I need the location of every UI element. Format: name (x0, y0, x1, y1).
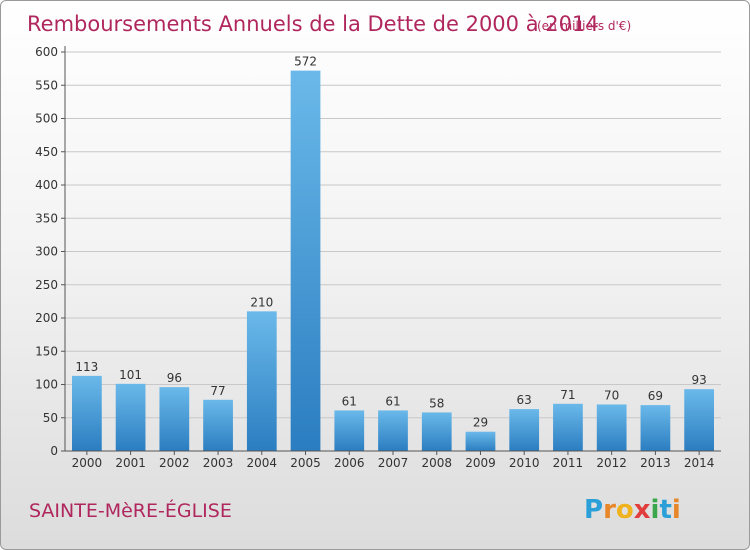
y-tick-label: 50 (43, 411, 58, 425)
x-tick-label: 2000 (72, 456, 103, 470)
x-tick-label: 2011 (553, 456, 584, 470)
bar (290, 70, 321, 452)
data-label: 29 (473, 416, 488, 430)
bar (71, 375, 102, 451)
y-tick-label: 550 (35, 78, 58, 92)
bar (421, 412, 452, 451)
x-tick-label: 2013 (640, 456, 671, 470)
y-tick-label: 200 (35, 311, 58, 325)
y-tick-label: 250 (35, 278, 58, 292)
logo-letter: i (651, 495, 660, 525)
logo-letter: i (672, 495, 681, 525)
x-tick-label: 2012 (596, 456, 627, 470)
bar (509, 409, 540, 451)
bar (553, 403, 583, 451)
y-tick-label: 500 (35, 112, 58, 126)
logo-letter: r (603, 495, 616, 525)
axes (64, 46, 721, 452)
x-tick-label: 2014 (684, 456, 715, 470)
logo-letter: t (659, 495, 671, 525)
y-tick-label: 450 (35, 145, 58, 159)
data-label: 61 (342, 394, 357, 408)
x-tick-label: 2008 (421, 456, 452, 470)
data-label: 96 (167, 371, 182, 385)
bar (378, 410, 408, 451)
data-labels: 113 101 96 77 210 572 61 61 58 29 63 71 70 69 93 (75, 55, 706, 430)
x-tick-label: 2005 (290, 456, 321, 470)
data-label: 63 (517, 393, 532, 407)
data-label: 61 (385, 394, 400, 408)
y-tick-label: 100 (35, 378, 58, 392)
bar (334, 410, 365, 451)
logo-letter: x (634, 495, 651, 525)
x-tick-label: 2003 (203, 456, 234, 470)
logo-letter: o (616, 495, 634, 525)
bar (465, 431, 496, 451)
y-tick-label: 150 (35, 344, 58, 358)
bars (71, 70, 715, 452)
bar (684, 389, 715, 451)
x-tick-label: 2001 (115, 456, 146, 470)
y-tick-label: 600 (35, 45, 58, 59)
data-label: 77 (210, 384, 225, 398)
data-label: 70 (604, 388, 619, 402)
bar (203, 399, 233, 451)
x-tick-label: 2010 (509, 456, 540, 470)
bar (246, 311, 277, 451)
proxiti-logo: Proxiti (584, 495, 681, 525)
bar (596, 404, 627, 451)
data-label: 69 (648, 389, 663, 403)
y-tick-label: 350 (35, 211, 58, 225)
bar (115, 383, 146, 451)
data-label: 210 (250, 295, 273, 309)
x-tick-label: 2004 (247, 456, 278, 470)
data-label: 93 (691, 373, 706, 387)
x-tick-label: 2007 (378, 456, 409, 470)
data-label: 71 (560, 388, 575, 402)
x-tick-label: 2002 (159, 456, 190, 470)
x-axis-ticks: 2000 2001 2002 2003 2004 2005 2006 2007 2008 2009… (72, 451, 715, 470)
bar (640, 405, 671, 451)
data-label: 101 (119, 368, 142, 382)
y-tick-label: 400 (35, 178, 58, 192)
location-name: SAINTE-MèRE-ÉGLISE (29, 499, 232, 522)
y-tick-label: 300 (35, 245, 58, 259)
bar (159, 387, 190, 451)
grid-lines (65, 51, 721, 452)
data-label: 572 (294, 55, 317, 69)
y-axis-ticks: 0 50 100 150 200 250 300 350 400 450 500 550 600 (35, 45, 65, 458)
chart-title: Remboursements Annuels de la Dette de 20… (27, 12, 599, 36)
chart-subtitle: (en milliers d'€) (537, 19, 631, 33)
data-label: 58 (429, 396, 444, 410)
x-tick-label: 2006 (334, 456, 365, 470)
y-tick-label: 0 (50, 444, 58, 458)
logo-letter: P (584, 495, 603, 525)
data-label: 113 (75, 360, 98, 374)
x-tick-label: 2009 (465, 456, 496, 470)
